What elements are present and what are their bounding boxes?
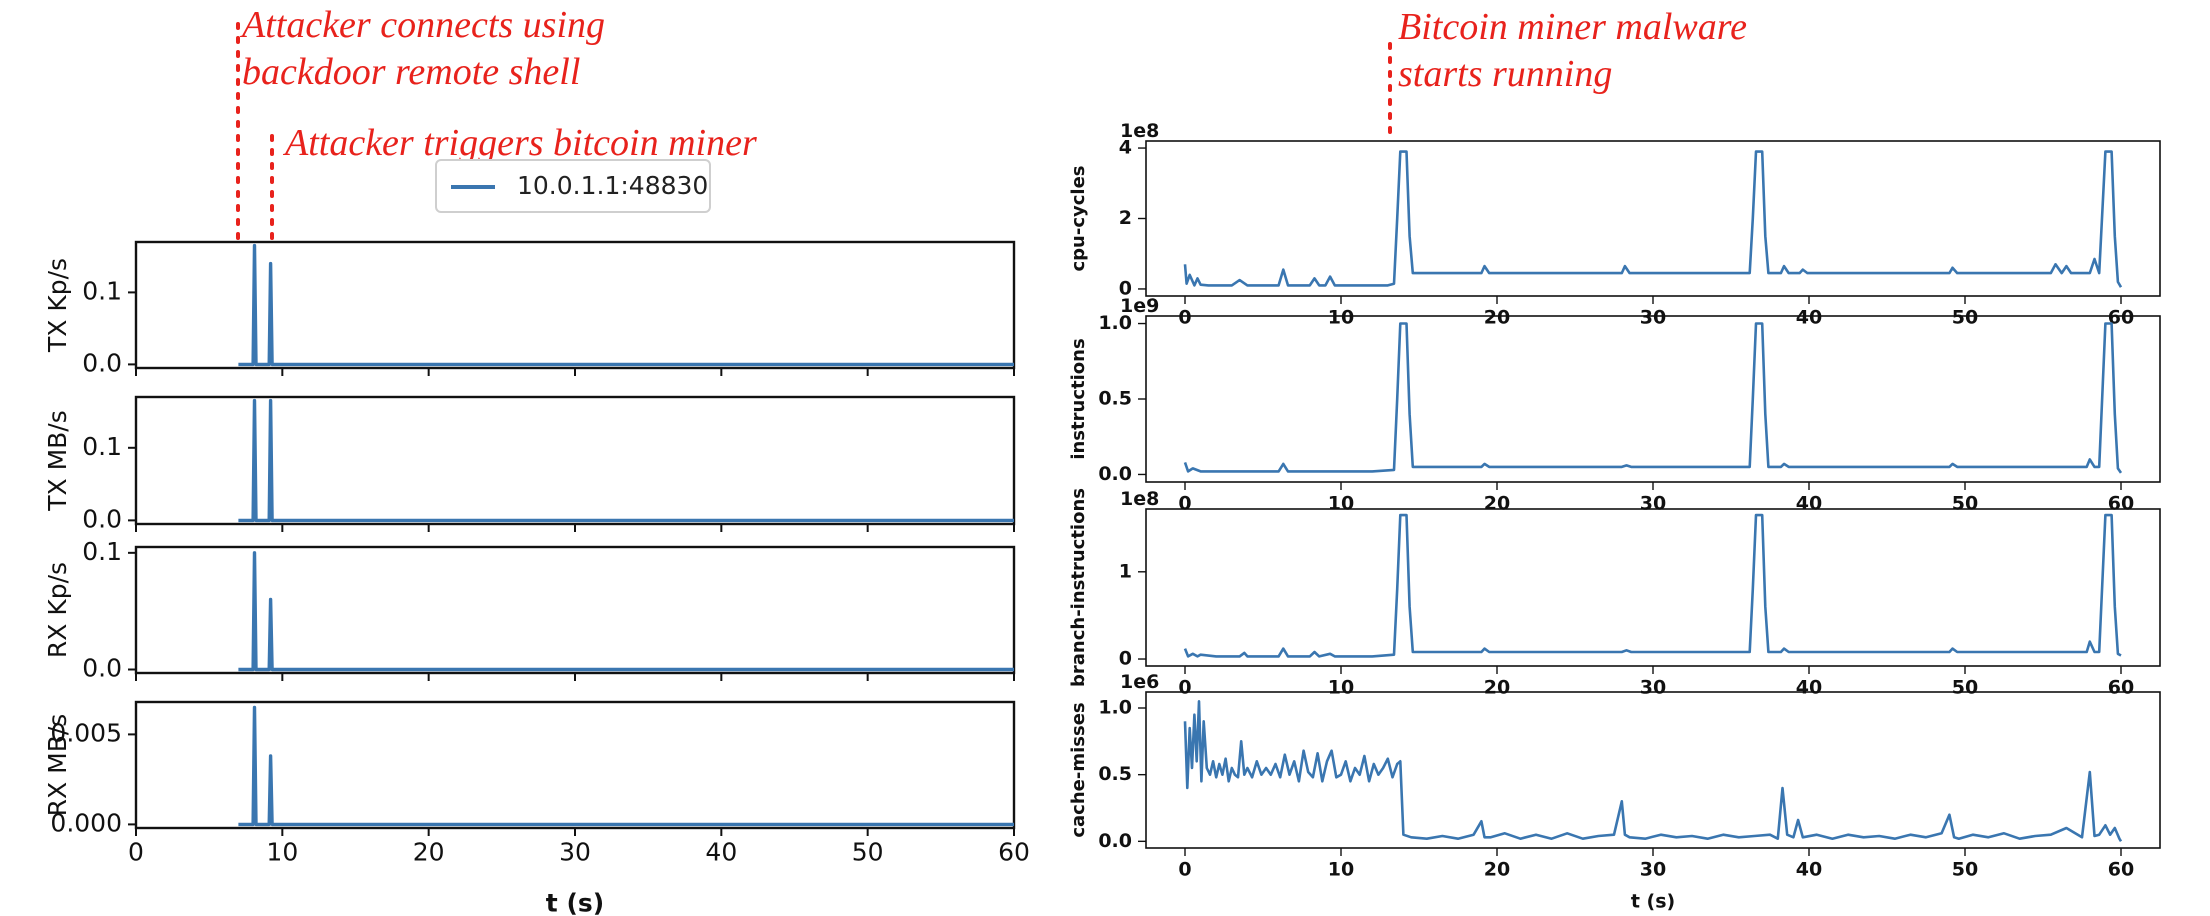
panel4-series-line	[238, 705, 1014, 827]
panel8-xtick-label: 20	[1484, 859, 1510, 881]
panel7-xtick-label: 10	[1328, 677, 1354, 699]
panel6-ytick-label: 0.0	[1098, 463, 1132, 485]
panel3-ylabel: RX Kp/s	[43, 562, 72, 658]
panel4-xtick-label: 0	[128, 837, 144, 866]
panel4-ytick-label: 0.000	[50, 808, 122, 837]
panel6-ylabel: instructions	[1068, 338, 1089, 459]
panel8-xlabel: t (s)	[1631, 891, 1675, 913]
panel4-xtick-label: 20	[413, 837, 445, 866]
annotation-malware-line-2: starts running	[1398, 53, 1613, 95]
panel1-frame	[134, 240, 1016, 370]
panel1-series-line	[238, 243, 1014, 367]
panel3-ytick-label: 0.1	[82, 537, 122, 566]
panel4-xtick-label: 50	[852, 837, 884, 866]
legend-label: 10.0.1.1:48830	[517, 171, 709, 200]
panel2-ylabel: TX MB/s	[43, 410, 72, 512]
panel8-ytick-label: 1.0	[1098, 697, 1132, 719]
panel5-xtick-label: 50	[1952, 307, 1978, 329]
panel4-xtick-label: 60	[998, 837, 1030, 866]
panel7-frame	[1145, 508, 2161, 667]
panel8-xtick-label: 60	[2108, 859, 2134, 881]
panel6-frame	[1145, 315, 2161, 483]
panel5-xtick-label: 30	[1640, 307, 1666, 329]
panel8-xtick-label: 10	[1328, 859, 1354, 881]
panel6-xtick-label: 40	[1796, 493, 1822, 515]
panel8-xtick-label: 0	[1178, 859, 1191, 881]
panel7-xtick-label: 60	[2108, 677, 2134, 699]
panel4-xtick-label: 10	[266, 837, 298, 866]
panel5-scale-label: 1e8	[1120, 120, 1159, 142]
panel7-scale-label: 1e8	[1120, 488, 1159, 510]
panel8-scale-label: 1e6	[1120, 671, 1159, 693]
panel8-xtick-label: 50	[1952, 859, 1978, 881]
panel2-ytick-label: 0.0	[82, 504, 122, 533]
panel8-ytick-label: 0.0	[1098, 830, 1132, 852]
panel6-ytick-label: 0.5	[1098, 388, 1132, 410]
panel5-series-line	[1183, 150, 2123, 288]
panel6-series-line	[1183, 322, 2123, 474]
panel1-ytick-label: 0.1	[82, 276, 122, 305]
panel4-xtick-label: 40	[705, 837, 737, 866]
panel6-xtick-label: 10	[1328, 493, 1354, 515]
annotation-malware: Bitcoin miner malware starts running	[1398, 4, 1747, 98]
panel8-series-line	[1183, 699, 2123, 842]
panel4-ytick-label: 0.005	[50, 718, 122, 747]
panel6-xtick-label: 30	[1640, 493, 1666, 515]
panel8-xtick-label: 40	[1796, 859, 1822, 881]
annotation-malware-line-1: Bitcoin miner malware	[1398, 6, 1747, 48]
annotation-connect-line-1: Attacker connects using	[242, 4, 606, 46]
panel4-xlabel: t (s)	[546, 888, 604, 916]
panel7-xtick-label: 40	[1796, 677, 1822, 699]
panel6-xtick-label: 0	[1178, 493, 1191, 515]
panel5-ytick-label: 2	[1119, 207, 1132, 229]
panel6-xtick-label: 60	[2108, 493, 2134, 515]
panel5-xtick-label: 60	[2108, 307, 2134, 329]
panel1-ytick-label: 0.0	[82, 348, 122, 377]
panel3-frame	[134, 545, 1016, 675]
panel8-frame	[1145, 691, 2161, 849]
panel7-xtick-label: 20	[1484, 677, 1510, 699]
panel8-xtick-label: 30	[1640, 859, 1666, 881]
panel1-ylabel: TX Kp/s	[43, 258, 72, 353]
panel3-ytick-label: 0.0	[82, 654, 122, 683]
panel6-xtick-label: 20	[1484, 493, 1510, 515]
panel8-ylabel: cache-misses	[1068, 702, 1089, 837]
panel7-ytick-label: 0	[1119, 648, 1132, 670]
panel8-ytick-label: 0.5	[1098, 763, 1132, 785]
panel4-frame	[134, 700, 1016, 830]
panel7-xtick-label: 30	[1640, 677, 1666, 699]
panel6-scale-label: 1e9	[1120, 295, 1159, 317]
panel6-xtick-label: 50	[1952, 493, 1978, 515]
legend-swatch	[451, 185, 495, 189]
panel7-xtick-label: 50	[1952, 677, 1978, 699]
panel7-ytick-label: 1	[1119, 560, 1132, 582]
annotation-connect: Attacker connects using backdoor remote …	[242, 2, 605, 96]
panel5-ytick-label: 0	[1119, 277, 1132, 299]
annotation-connect-line-2: backdoor remote shell	[242, 51, 581, 93]
panel4-ylabel: RX MB/s	[43, 714, 72, 817]
panel2-ytick-label: 0.1	[82, 432, 122, 461]
panel7-ylabel: branch-instructions	[1068, 488, 1089, 687]
panel7-xtick-label: 0	[1178, 677, 1191, 699]
panel2-series-line	[238, 398, 1014, 523]
panel5-ytick-label: 4	[1119, 137, 1132, 159]
panel5-xtick-label: 0	[1178, 307, 1191, 329]
panel5-ylabel: cpu-cycles	[1068, 165, 1089, 271]
annotation-trigger: Attacker triggers bitcoin miner	[285, 122, 757, 164]
panel7-series-line	[1183, 513, 2122, 658]
panel4-xtick-label: 30	[559, 837, 591, 866]
panel5-xtick-label: 10	[1328, 307, 1354, 329]
panel6-ytick-label: 1.0	[1098, 312, 1132, 334]
panel3-series-line	[238, 551, 1014, 672]
panel5-xtick-label: 40	[1796, 307, 1822, 329]
legend: 10.0.1.1:48830	[435, 159, 711, 213]
panel5-xtick-label: 20	[1484, 307, 1510, 329]
